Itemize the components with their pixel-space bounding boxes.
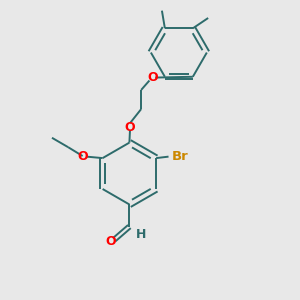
Text: O: O [147,71,158,84]
Text: Br: Br [171,150,188,163]
Text: O: O [77,149,88,163]
Text: H: H [136,228,146,241]
Text: O: O [125,121,135,134]
Text: O: O [105,235,116,248]
